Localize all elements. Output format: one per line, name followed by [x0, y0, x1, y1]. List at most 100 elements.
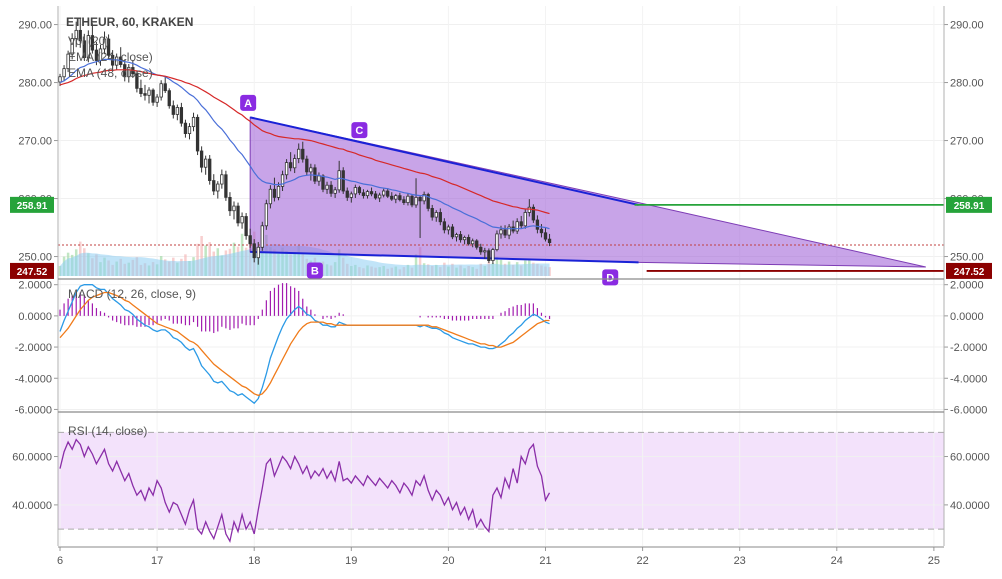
candle-body [204, 158, 208, 168]
candle-body [394, 195, 398, 200]
candle-body [547, 238, 552, 244]
candle-body [341, 170, 345, 192]
rsi-tick-label-right: 40.0000 [950, 500, 990, 512]
candle-body [442, 221, 447, 231]
candle [268, 185, 273, 209]
candle [349, 191, 353, 203]
price-tick-label-left: 250.00 [18, 252, 52, 264]
candle-body [471, 240, 475, 245]
candle [410, 193, 414, 208]
candle [446, 224, 451, 235]
candle [309, 163, 313, 181]
price-badge-left-bg [10, 196, 54, 213]
pattern-point-label: C [355, 125, 363, 137]
rsi-line [59, 438, 551, 544]
pattern-point-badge [306, 262, 323, 279]
time-tick-label: 22 [636, 555, 648, 567]
candle [216, 181, 220, 199]
candle-body [139, 87, 143, 94]
candle [236, 202, 240, 227]
candle [90, 23, 95, 54]
candle-body [195, 116, 200, 152]
candle-body [212, 180, 216, 192]
pattern-point-label: A [244, 98, 252, 110]
time-tick-label: 25 [928, 555, 940, 567]
candle-body [268, 188, 273, 205]
price-tick-label-right: 250.00 [950, 252, 984, 264]
candle [208, 155, 212, 185]
candle [438, 208, 442, 226]
candle-body [143, 93, 147, 96]
candle [337, 160, 341, 193]
candle-body [183, 122, 188, 134]
candle [377, 192, 382, 203]
candle-body [313, 167, 317, 182]
candle [183, 119, 188, 138]
candle [301, 141, 305, 163]
candle [434, 210, 438, 222]
candle-body [491, 249, 495, 262]
legend-volume: Vol (20) [68, 34, 109, 48]
candle [471, 238, 475, 248]
candle-body [272, 188, 277, 198]
candles-layer [58, 17, 552, 265]
candle [442, 218, 447, 234]
candle [244, 213, 248, 240]
volume-ma-area [60, 244, 550, 276]
candle [74, 21, 78, 48]
candle-body [483, 250, 487, 253]
candle-body [450, 226, 455, 238]
candle-body [377, 194, 382, 199]
candle [523, 209, 527, 229]
candle-body [446, 226, 451, 231]
macd-tick-label-left: -6.0000 [15, 404, 52, 416]
candle [345, 187, 349, 201]
candle-body [127, 67, 131, 78]
candle [106, 34, 111, 59]
candle-body [305, 158, 309, 173]
ema-layer [59, 58, 550, 230]
candle [297, 143, 301, 164]
price-badge-right: 247.52 [946, 262, 992, 279]
candle [430, 204, 434, 221]
candle [418, 195, 422, 238]
candle-body [519, 221, 523, 227]
candle [212, 174, 216, 196]
macd-line [59, 284, 550, 405]
candle-body [102, 38, 107, 50]
candle [179, 102, 184, 127]
candle-body [527, 206, 531, 213]
candle [163, 76, 167, 93]
candle [325, 181, 329, 194]
candle [195, 114, 200, 156]
price-tick-label-right: 270.00 [950, 136, 984, 148]
candle [333, 186, 337, 198]
candle-body [462, 237, 467, 241]
candle [515, 218, 519, 234]
candle-body [66, 53, 70, 70]
candle-body [86, 35, 90, 59]
pattern-point-badge [351, 122, 368, 139]
pattern-point-b: B [306, 262, 323, 279]
candle [115, 53, 119, 70]
chart-title: ETHEUR, 60, KRAKEN [66, 15, 193, 29]
labels-layer: ETHEUR, 60, KRAKEN Vol (20) EMA (24, clo… [66, 15, 196, 438]
candle [147, 87, 151, 104]
candle [86, 30, 90, 63]
candle [414, 178, 418, 208]
candle-body [337, 170, 341, 191]
candle-body [369, 191, 374, 195]
candle [284, 159, 289, 180]
macd-tick-label-left: -2.0000 [15, 342, 52, 354]
candle [139, 79, 143, 98]
volume-layer [58, 231, 551, 276]
candle-body [438, 212, 442, 223]
candle [394, 193, 398, 204]
candle [256, 242, 260, 265]
time-tick-label: 24 [831, 555, 843, 567]
candle-body [240, 216, 244, 224]
candle [155, 94, 159, 107]
candle-body [82, 40, 86, 59]
candle [386, 188, 390, 198]
candle [167, 88, 171, 109]
